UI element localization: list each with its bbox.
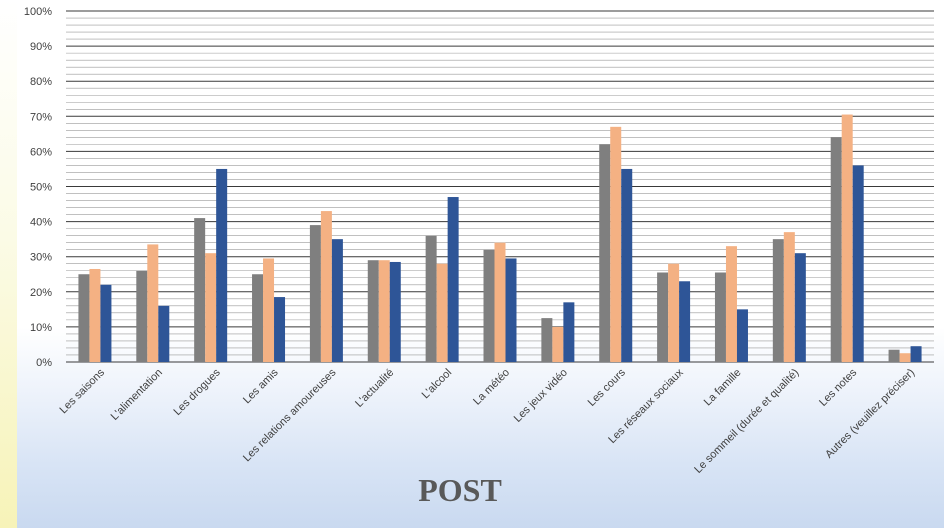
bar xyxy=(89,268,101,362)
x-category-label: L'alimentation xyxy=(109,367,165,423)
x-category-label: Les drogues xyxy=(171,366,223,418)
bar xyxy=(563,302,575,362)
y-tick-label: 0% xyxy=(36,357,52,369)
bar xyxy=(772,239,784,362)
bar xyxy=(263,258,275,362)
y-tick-label: 10% xyxy=(30,322,52,334)
bar xyxy=(389,261,401,362)
x-category-label: Les notes xyxy=(817,366,860,409)
x-category-label: Les jeux vidéo xyxy=(512,367,570,425)
bar xyxy=(194,218,206,362)
y-tick-label: 60% xyxy=(30,146,52,158)
x-category-label: Les relations amoureuses xyxy=(241,366,339,464)
bar xyxy=(494,242,506,362)
bar xyxy=(367,260,379,362)
bar xyxy=(830,137,842,362)
x-category-label: Les cours xyxy=(586,366,629,409)
x-category-label: Les saisons xyxy=(57,366,107,416)
bar xyxy=(158,305,170,362)
bar xyxy=(274,297,286,362)
y-tick-label: 100% xyxy=(24,6,52,18)
bar xyxy=(888,349,900,362)
bar xyxy=(447,197,459,362)
bar xyxy=(610,126,622,362)
bar xyxy=(541,318,553,362)
left-edge-panel xyxy=(0,0,17,528)
bar xyxy=(378,260,390,362)
y-axis: 0% 10% 20% 30% 40% 50% 60% 70% 80% 90% 100% xyxy=(24,6,52,369)
bar xyxy=(483,249,495,362)
bar xyxy=(331,239,343,362)
bar xyxy=(436,263,448,362)
bar xyxy=(736,309,748,362)
y-tick-label: 30% xyxy=(30,252,52,264)
bar xyxy=(216,168,228,362)
bar xyxy=(841,114,853,362)
x-category-label: La famille xyxy=(702,367,744,409)
bar xyxy=(852,165,864,362)
bar xyxy=(309,225,321,362)
bar xyxy=(679,281,691,362)
bar xyxy=(136,270,148,362)
bars xyxy=(78,114,922,362)
bar xyxy=(714,272,726,362)
x-axis-labels: Les saisons L'alimentation Les drogues Les … xyxy=(57,366,917,476)
x-category-label: Les amis xyxy=(241,366,281,406)
bar xyxy=(725,246,737,362)
bar xyxy=(425,235,437,362)
bar xyxy=(147,244,159,362)
bar xyxy=(668,263,680,362)
bar xyxy=(794,253,806,362)
bar xyxy=(552,326,564,362)
bar xyxy=(320,211,332,362)
bar-chart: 0% 10% 20% 30% 40% 50% 60% 70% 80% 90% 100% Les sa… xyxy=(24,6,934,508)
y-tick-label: 90% xyxy=(30,41,52,53)
chart-title: POST xyxy=(418,472,502,508)
bar xyxy=(621,168,633,362)
bar xyxy=(78,274,90,362)
bar xyxy=(505,258,517,362)
bar xyxy=(100,284,112,362)
bar xyxy=(205,253,217,362)
y-tick-label: 70% xyxy=(30,111,52,123)
x-category-label: L'alcool xyxy=(420,367,455,402)
y-tick-label: 50% xyxy=(30,182,52,194)
bar xyxy=(783,232,795,362)
chart-area: 0% 10% 20% 30% 40% 50% 60% 70% 80% 90% 100% Les sa… xyxy=(17,0,944,528)
bar xyxy=(657,272,669,362)
y-tick-label: 20% xyxy=(30,287,52,299)
x-category-label: L'actualité xyxy=(353,367,396,410)
bar xyxy=(599,144,611,362)
bar xyxy=(252,274,264,362)
x-category-label: La météo xyxy=(471,367,512,408)
bar xyxy=(910,346,922,362)
x-category-label: Le sommeil (durée et qualité) xyxy=(692,367,801,476)
y-tick-label: 40% xyxy=(30,217,52,229)
y-tick-label: 80% xyxy=(30,76,52,88)
bar xyxy=(899,353,911,362)
